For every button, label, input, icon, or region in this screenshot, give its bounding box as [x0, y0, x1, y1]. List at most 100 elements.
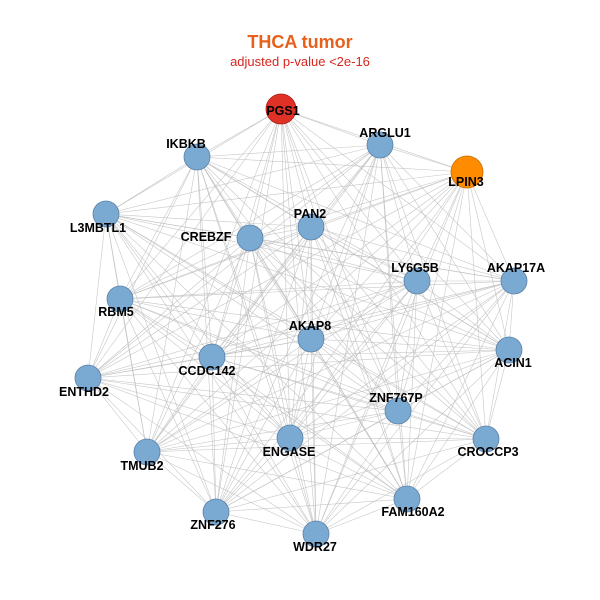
- edge: [196, 156, 468, 173]
- edge: [215, 338, 312, 513]
- node-label-WDR27: WDR27: [293, 540, 337, 554]
- node-FAM160A2: [393, 485, 421, 513]
- node-label-AKAP8: AKAP8: [289, 319, 331, 333]
- edge: [87, 280, 515, 379]
- edge: [310, 338, 510, 351]
- edge: [310, 144, 381, 340]
- node-TMUB2: [133, 438, 161, 466]
- node-WDR27: [302, 520, 330, 548]
- edge: [249, 237, 418, 282]
- edge: [119, 226, 312, 300]
- edge: [211, 356, 487, 440]
- edge: [87, 349, 510, 379]
- edge: [211, 144, 381, 358]
- edge: [310, 226, 418, 282]
- edge: [211, 356, 408, 500]
- edge: [215, 498, 408, 513]
- edge: [105, 213, 317, 535]
- edge: [215, 511, 317, 535]
- edge: [280, 108, 399, 412]
- edge: [416, 171, 468, 282]
- edge: [310, 171, 468, 228]
- edge: [119, 280, 515, 300]
- edge: [289, 280, 515, 439]
- edge: [87, 377, 148, 453]
- node-RBM5: [106, 285, 134, 313]
- edge: [211, 349, 510, 358]
- edge: [211, 356, 317, 535]
- edge: [310, 338, 487, 440]
- edge: [146, 438, 487, 453]
- edge: [196, 144, 381, 158]
- edge: [280, 108, 418, 282]
- edge: [289, 437, 487, 440]
- edge: [87, 377, 487, 440]
- edge: [379, 144, 510, 351]
- edge: [215, 237, 251, 513]
- edge: [406, 171, 468, 500]
- edge: [215, 438, 487, 513]
- edge: [315, 280, 515, 535]
- edge: [249, 171, 468, 239]
- edge: [119, 298, 217, 513]
- edge: [466, 171, 487, 440]
- edge: [289, 171, 468, 439]
- edge: [196, 156, 251, 239]
- edge: [146, 171, 468, 453]
- node-label-RBM5: RBM5: [98, 305, 133, 319]
- node-IKBKB: [183, 143, 211, 171]
- edge: [146, 356, 213, 453]
- node-label-ZNF276: ZNF276: [190, 518, 235, 532]
- node-label-PGS1: PGS1: [266, 104, 299, 118]
- edge: [119, 298, 399, 412]
- edge: [249, 237, 317, 535]
- edge: [249, 108, 282, 239]
- edge: [485, 349, 510, 440]
- edge: [315, 410, 399, 535]
- edge: [289, 410, 399, 439]
- edge: [87, 356, 213, 379]
- node-PAN2: [297, 213, 325, 241]
- edge: [406, 280, 515, 500]
- edge: [119, 298, 510, 351]
- node-label-ENTHD2: ENTHD2: [59, 385, 109, 399]
- edge: [310, 280, 418, 340]
- edge: [215, 410, 399, 513]
- edge: [105, 213, 291, 439]
- edge: [215, 280, 418, 513]
- node-LPIN3: [450, 155, 484, 189]
- edge: [406, 438, 487, 500]
- edge: [87, 171, 468, 379]
- edge: [119, 298, 148, 453]
- edge: [280, 108, 515, 282]
- edge: [211, 356, 217, 513]
- edge: [87, 280, 418, 379]
- edge: [215, 226, 312, 513]
- node-label-TMUB2: TMUB2: [120, 459, 163, 473]
- edge: [119, 237, 251, 300]
- edge: [146, 451, 217, 513]
- edge: [146, 338, 312, 453]
- edge: [379, 144, 408, 500]
- edge: [105, 156, 198, 215]
- node-CCDC142: [198, 343, 226, 371]
- edge: [310, 338, 408, 500]
- edge: [105, 213, 408, 500]
- edge: [87, 213, 107, 379]
- node-label-ENGASE: ENGASE: [263, 445, 316, 459]
- edge: [416, 280, 510, 351]
- node-ZNF767P: [384, 397, 412, 425]
- edge: [196, 108, 282, 158]
- edge: [280, 108, 291, 439]
- edge: [146, 410, 399, 453]
- edge: [397, 410, 408, 500]
- node-ENGASE: [276, 424, 304, 452]
- edge: [119, 171, 468, 300]
- plot-subtitle: adjusted p-value <2e-16: [230, 54, 370, 69]
- edge: [416, 280, 487, 440]
- edge: [310, 226, 487, 440]
- edge: [315, 438, 487, 535]
- edge: [146, 226, 312, 453]
- edge: [315, 498, 408, 535]
